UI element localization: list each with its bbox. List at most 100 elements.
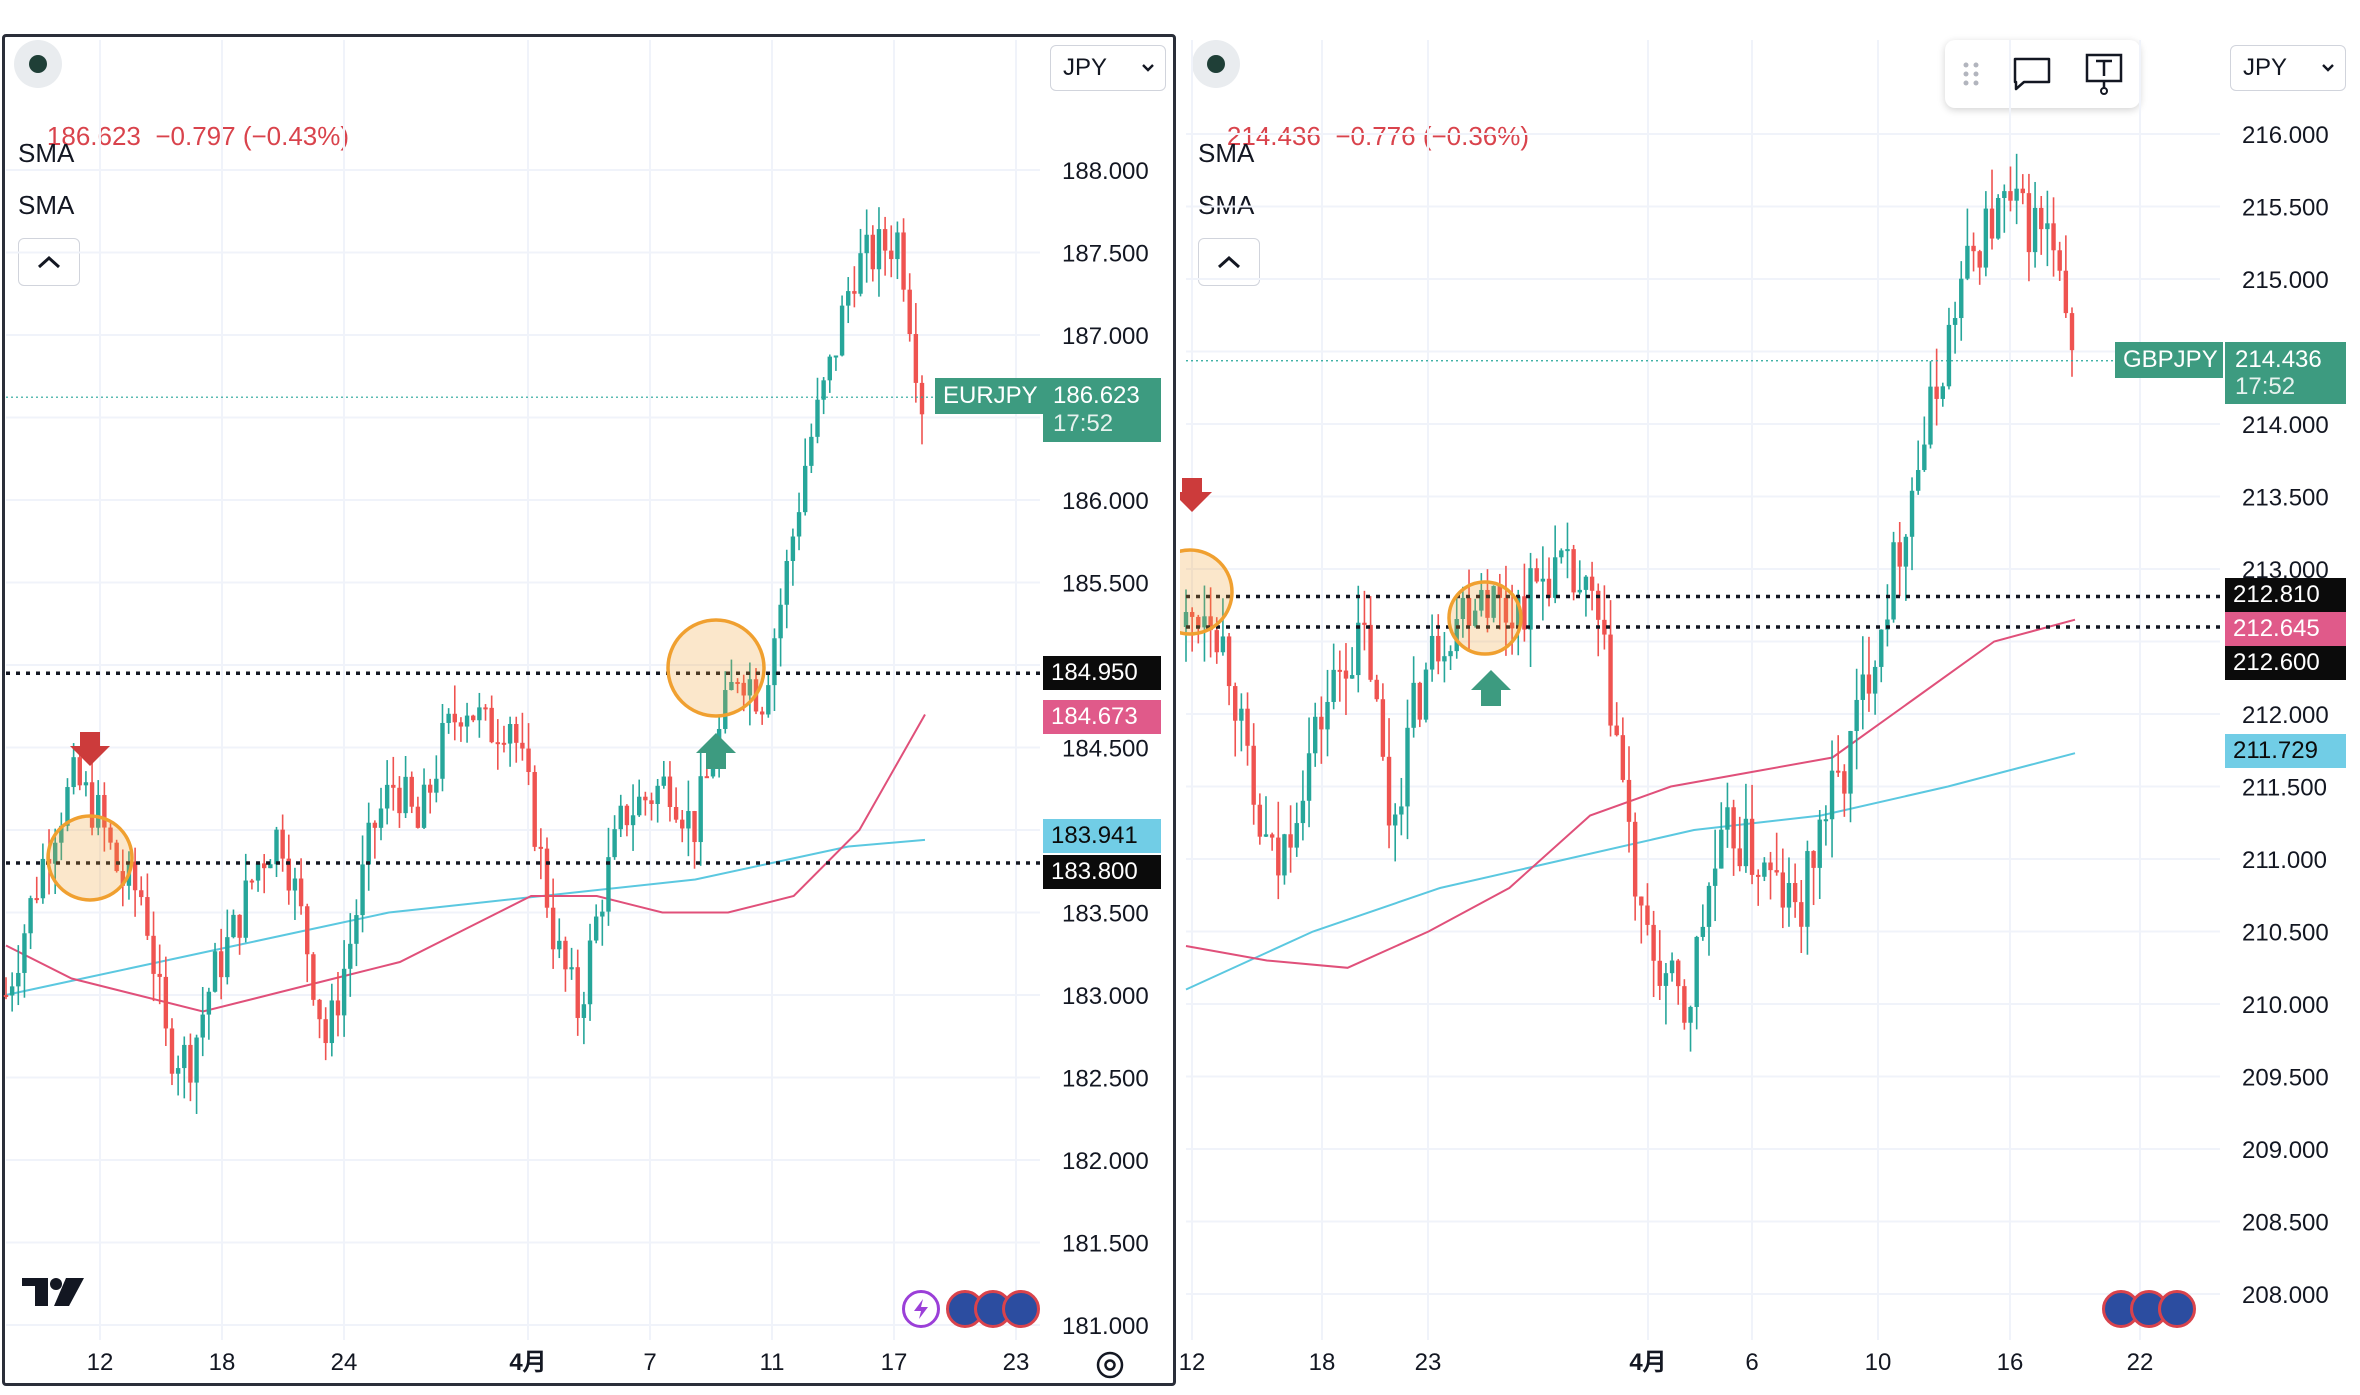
left-last-price: 186.623 <box>46 121 141 151</box>
candle-body <box>1854 699 1859 732</box>
lightning-icon[interactable] <box>902 1290 940 1328</box>
chevron-up-icon <box>1217 255 1241 269</box>
candle-body <box>169 1028 175 1074</box>
tradingview-logo-icon[interactable] <box>22 1278 84 1306</box>
candle-body <box>569 967 574 970</box>
right-change: −0.776 (−0.36%) <box>1335 121 1530 151</box>
left-collapse-legend-button[interactable] <box>18 238 80 286</box>
candle-body <box>1829 770 1835 820</box>
candle-body <box>440 722 445 779</box>
x-tick-label: 7 <box>643 1349 656 1376</box>
candle-body <box>1479 589 1484 611</box>
right-chart-canvas[interactable]: 216.000215.500215.000214.500214.000213.5… <box>1180 0 2360 1395</box>
candle-body <box>1977 251 1982 268</box>
left-settings-gear-icon[interactable] <box>1096 1351 1124 1379</box>
candle-body <box>1528 568 1533 630</box>
candle-body <box>452 713 457 723</box>
candle-body <box>520 742 525 749</box>
candle-body <box>833 355 839 358</box>
candle-body <box>286 858 291 891</box>
right-sma-label-2[interactable]: SMA <box>1198 190 1255 220</box>
candle-body <box>323 1019 328 1044</box>
candle-body <box>2063 270 2069 314</box>
eu-flag-icon[interactable] <box>1002 1290 1040 1328</box>
candle-body <box>145 897 150 936</box>
candle-body <box>1706 885 1712 927</box>
candle-body <box>1349 675 1355 679</box>
candle-body <box>526 748 531 773</box>
candle-body <box>1694 936 1699 1007</box>
candle-body <box>1534 568 1539 582</box>
candle-body <box>895 232 900 260</box>
candle-body <box>772 638 777 686</box>
candle-body <box>1848 731 1853 794</box>
x-tick-label: 17 <box>881 1349 908 1376</box>
candle-body <box>661 776 666 786</box>
candle-body <box>77 757 82 786</box>
candle-body <box>1811 851 1816 868</box>
candle-body <box>1429 635 1435 670</box>
left-sma-label-1[interactable]: SMA <box>18 138 75 168</box>
left-chart-canvas[interactable]: 188.000187.500187.000186.500186.000185.5… <box>0 0 1180 1395</box>
candle-body <box>1294 823 1299 848</box>
candle-body <box>1780 872 1786 908</box>
candle-body <box>305 906 310 955</box>
candle-body <box>1509 622 1515 629</box>
candle-body <box>1835 770 1841 773</box>
candle-body <box>1989 208 1995 239</box>
candle-body <box>907 289 912 335</box>
candle-body <box>802 465 808 513</box>
left-level-lines <box>6 396 1040 865</box>
drag-handle-icon[interactable] <box>1961 59 1981 89</box>
y-tick-label: 186.000 <box>1062 488 1149 515</box>
candle-body <box>1909 490 1915 537</box>
candle-body <box>1442 656 1447 662</box>
right-sma-label-1[interactable]: SMA <box>1198 138 1255 168</box>
candle-body <box>643 796 648 801</box>
candle-body <box>1762 862 1767 877</box>
candle-body <box>1860 674 1866 700</box>
candle-body <box>1540 578 1546 582</box>
candle-body <box>1651 924 1656 961</box>
left-currency-select[interactable]: JPY <box>1050 45 1166 91</box>
candle-body <box>1559 550 1564 558</box>
right-symbol-tag: GBPJPY <box>2115 342 2223 378</box>
candle-body <box>1411 682 1416 728</box>
left-sma-pink-label: 184.673 <box>1043 700 1161 734</box>
right-time-axis: 12 18 23 4月 6 10 16 22 <box>1180 1349 2153 1376</box>
candle-body <box>1872 666 1878 694</box>
comment-icon[interactable] <box>2012 56 2052 92</box>
floating-drawing-toolbar <box>1945 40 2140 108</box>
candle-body <box>384 784 390 809</box>
left-sma-label-2[interactable]: SMA <box>18 190 75 220</box>
candle-body <box>1325 701 1330 730</box>
candle-body <box>65 787 70 826</box>
left-markers <box>46 618 766 902</box>
candle-body <box>292 878 298 891</box>
candle-body <box>1792 883 1798 903</box>
candle-body <box>427 784 433 793</box>
candle-body <box>1374 679 1379 700</box>
uk-flag-icon[interactable] <box>2158 1290 2196 1328</box>
x-tick-label: 10 <box>1865 1349 1892 1376</box>
candle-body <box>157 973 162 977</box>
candle-body <box>1196 616 1201 628</box>
candle-body <box>298 878 304 907</box>
text-tool-icon[interactable] <box>2084 52 2124 96</box>
candle-body <box>1423 669 1429 720</box>
candle-body <box>108 827 113 843</box>
right-legend-toggle[interactable] <box>1192 40 1240 88</box>
eu-flag-icon[interactable] <box>946 1290 984 1328</box>
right-currency-select[interactable]: JPY <box>2230 45 2346 91</box>
candle-body <box>667 776 673 808</box>
left-legend-toggle[interactable] <box>14 40 62 88</box>
candle-body <box>784 561 789 605</box>
candle-body <box>1879 629 1884 667</box>
right-sma-cyan-label: 211.729 <box>2225 734 2346 768</box>
candle-body <box>489 707 494 743</box>
candle-body <box>698 776 703 843</box>
candle-body <box>1276 837 1281 876</box>
candle-body <box>1608 634 1613 726</box>
candle-body <box>231 914 236 938</box>
candle-body <box>1897 542 1902 567</box>
